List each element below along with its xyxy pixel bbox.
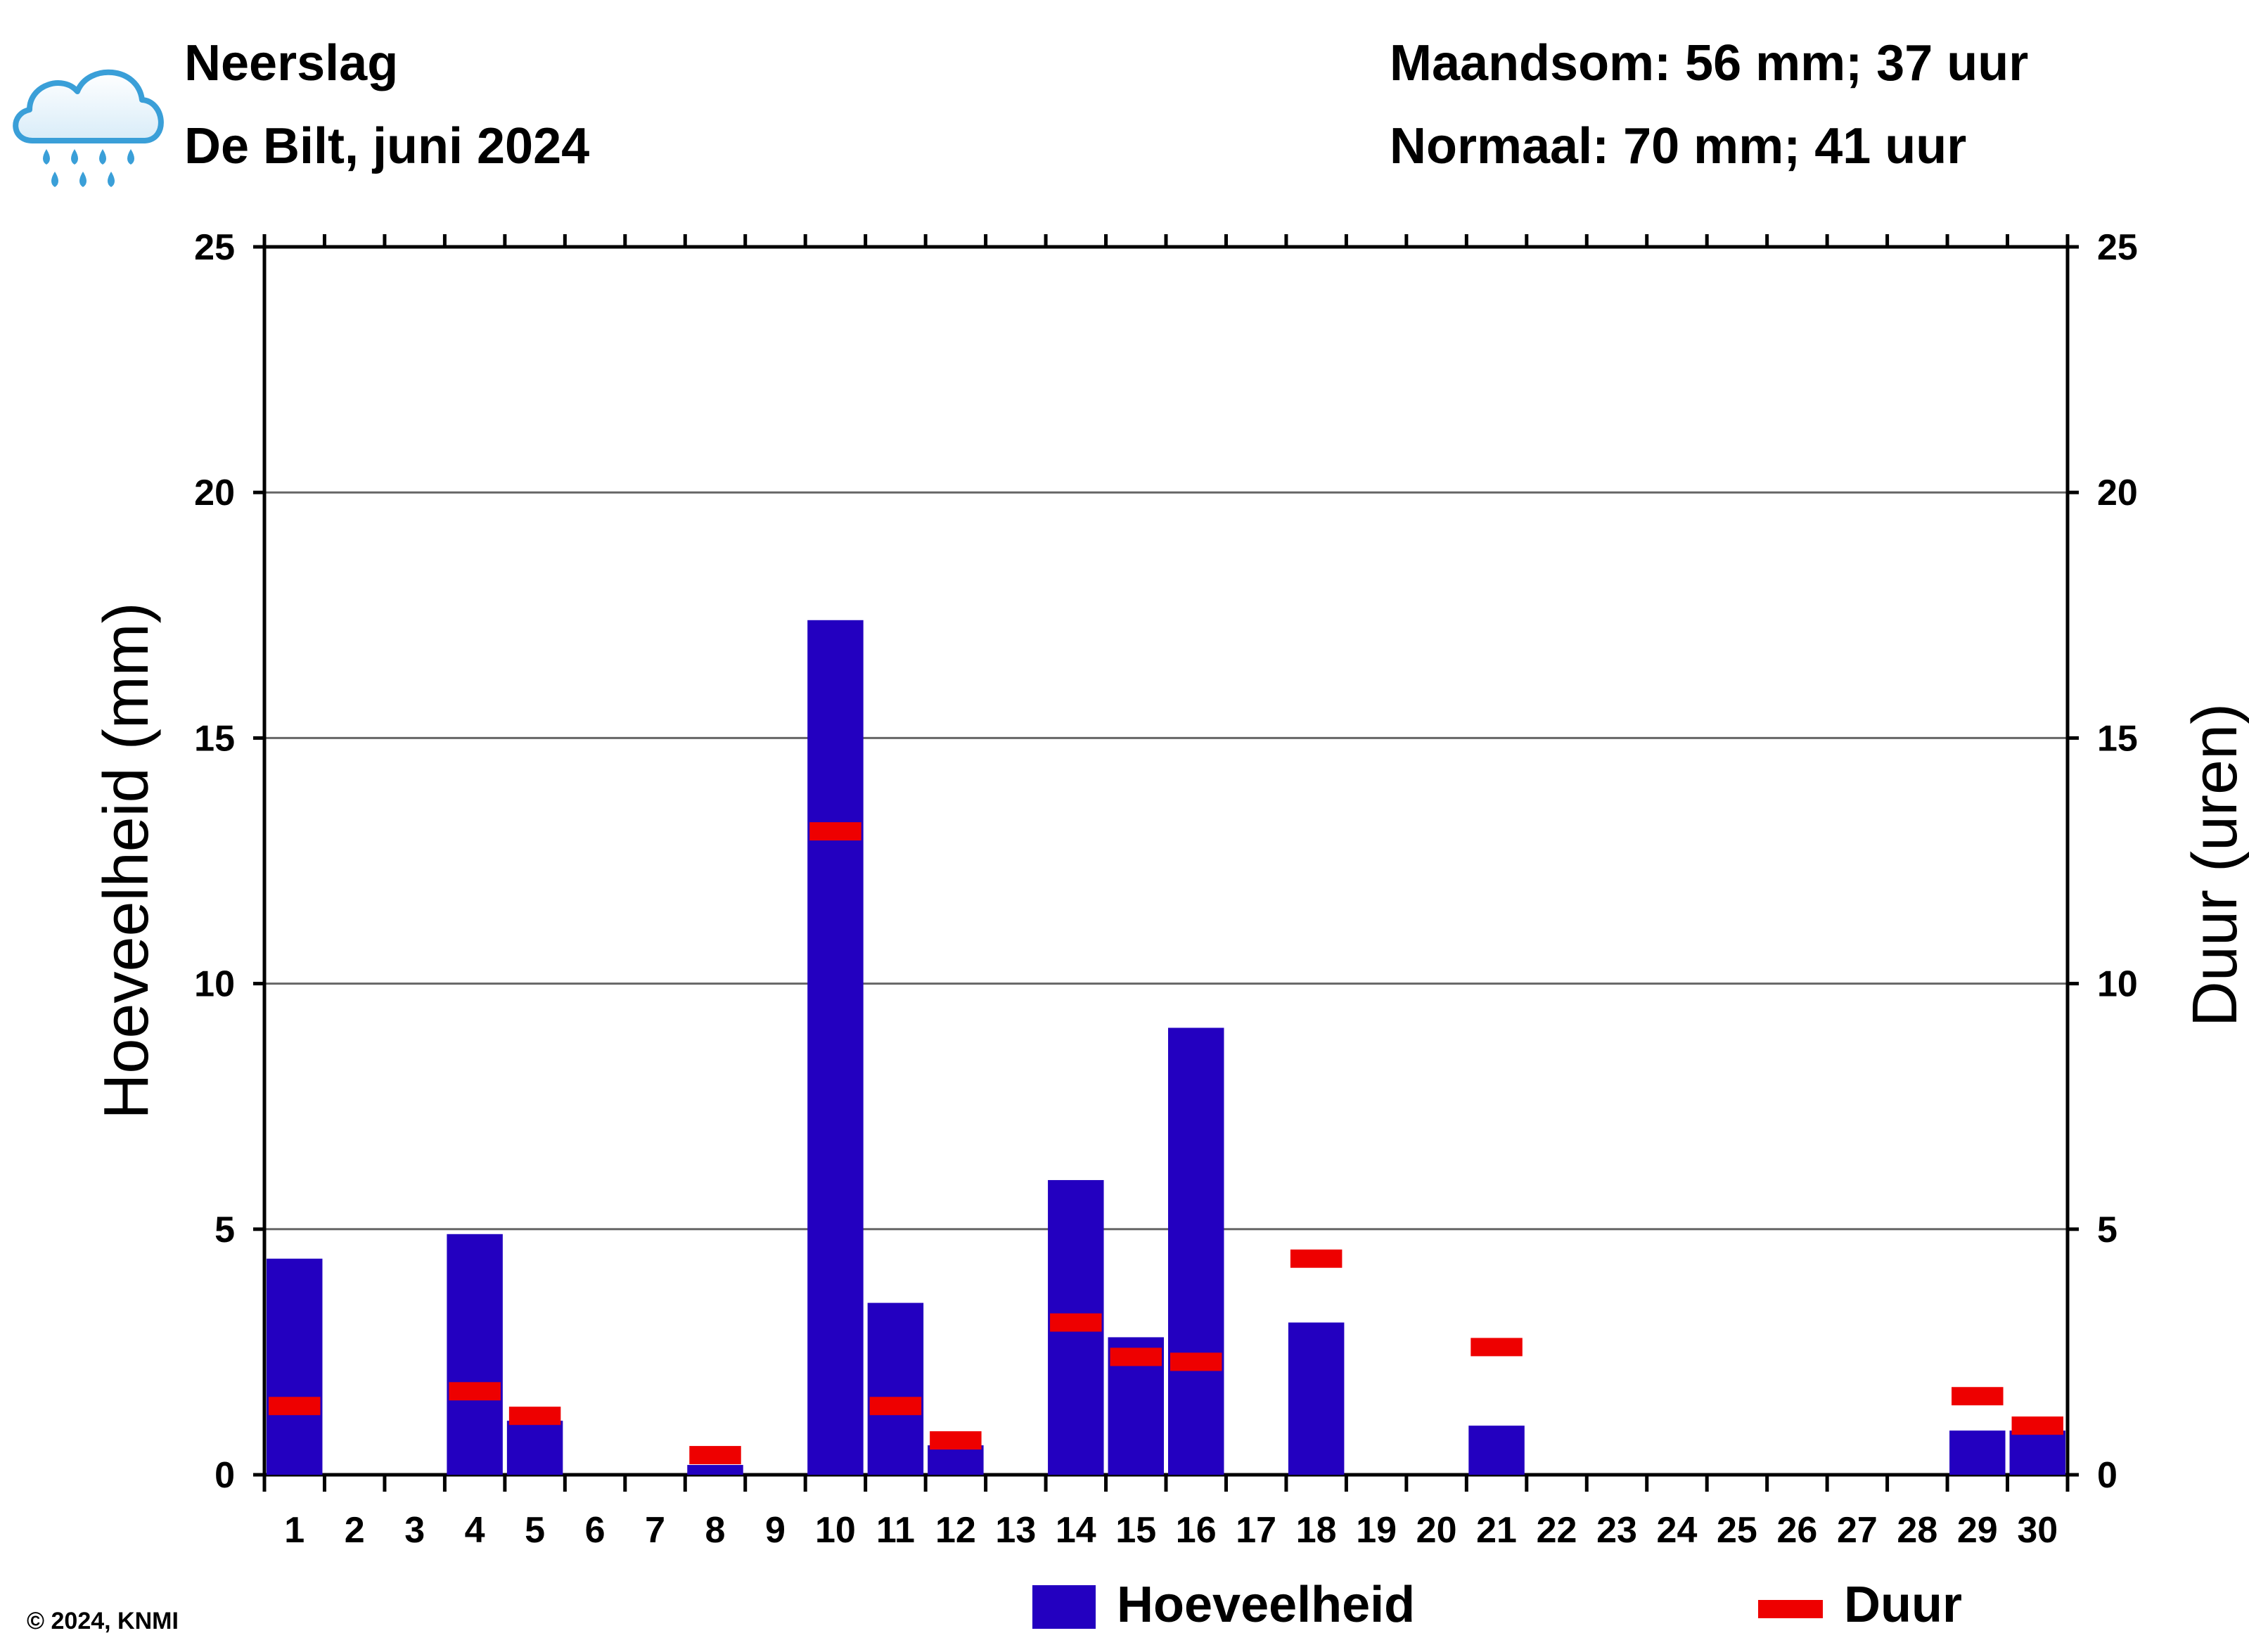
x-tick-label: 2: [345, 1510, 365, 1551]
x-tick-label: 24: [1657, 1510, 1698, 1551]
bar-hoeveelheid: [1468, 1426, 1525, 1475]
bar-hoeveelheid: [807, 620, 864, 1475]
marker-duur: [508, 1407, 561, 1426]
x-tick-label: 28: [1897, 1510, 1937, 1551]
x-tick-label: 25: [1717, 1510, 1757, 1551]
x-tick-label: 11: [876, 1510, 915, 1551]
x-tick-label: 4: [465, 1510, 485, 1551]
bar-hoeveelheid: [2009, 1430, 2065, 1475]
marker-duur: [449, 1382, 501, 1401]
x-tick-label: 5: [525, 1510, 545, 1551]
x-tick-label: 12: [935, 1510, 976, 1551]
legend-duration-label: Duur: [1844, 1577, 1962, 1633]
month-total: Maandsom: 56 mm; 37 uur: [1390, 35, 2029, 91]
marker-duur: [1952, 1387, 2004, 1406]
marker-duur: [1110, 1347, 1162, 1366]
bar-hoeveelheid: [687, 1465, 743, 1475]
y-tick-label: 5: [214, 1210, 235, 1250]
x-tick-label: 19: [1356, 1510, 1397, 1551]
y-tick-label: 0: [214, 1455, 235, 1496]
bar-hoeveelheid: [1949, 1430, 2006, 1475]
chart-subtitle: De Bilt, juni 2024: [184, 118, 590, 174]
x-tick-label: 9: [765, 1510, 786, 1551]
bar-hoeveelheid: [447, 1234, 503, 1475]
x-tick-label: 30: [2017, 1510, 2058, 1551]
y2-tick-label: 5: [2097, 1210, 2117, 1250]
marker-duur: [1470, 1338, 1523, 1357]
x-tick-label: 10: [815, 1510, 856, 1551]
x-tick-label: 29: [1957, 1510, 1998, 1551]
x-tick-label: 20: [1416, 1510, 1457, 1551]
x-tick-label: 15: [1115, 1510, 1156, 1551]
marker-duur: [2011, 1416, 2063, 1435]
y-tick-label: 25: [194, 227, 235, 268]
y2-tick-label: 15: [2097, 718, 2138, 759]
x-tick-label: 7: [645, 1510, 665, 1551]
bar-hoeveelheid: [928, 1445, 984, 1475]
legend-amount-swatch: [1032, 1585, 1096, 1629]
x-tick-label: 6: [585, 1510, 606, 1551]
normal-values: Normaal: 70 mm; 41 uur: [1390, 118, 1967, 174]
legend-duration-swatch: [1758, 1600, 1823, 1618]
bar-hoeveelheid: [1168, 1027, 1224, 1475]
x-tick-label: 8: [705, 1510, 726, 1551]
y2-axis-title: Duur (uren): [2180, 703, 2249, 1027]
y2-tick-label: 10: [2097, 964, 2138, 1005]
marker-duur: [269, 1397, 321, 1416]
y-tick-label: 10: [194, 964, 235, 1005]
rain-cloud-icon: [4, 56, 172, 197]
x-tick-label: 21: [1476, 1510, 1517, 1551]
x-tick-label: 1: [284, 1510, 305, 1551]
marker-duur: [869, 1397, 922, 1416]
bar-hoeveelheid: [1288, 1322, 1345, 1475]
copyright: © 2024, KNMI: [27, 1608, 179, 1634]
plot-area: [262, 245, 2070, 1477]
y2-tick-label: 20: [2097, 473, 2138, 513]
bar-hoeveelheid: [867, 1302, 924, 1475]
bar-hoeveelheid: [506, 1421, 563, 1475]
x-tick-label: 26: [1776, 1510, 1817, 1551]
x-tick-label: 17: [1236, 1510, 1276, 1551]
x-tick-label: 13: [995, 1510, 1036, 1551]
y2-tick-label: 25: [2097, 227, 2138, 268]
x-tick-label: 3: [404, 1510, 425, 1551]
marker-duur: [1050, 1313, 1102, 1332]
marker-duur: [1290, 1249, 1343, 1268]
y-axis-title: Hoeveelheid (mm): [91, 602, 162, 1119]
y-tick-label: 20: [194, 473, 235, 513]
chart-title: Neerslag: [184, 35, 399, 91]
y2-tick-label: 0: [2097, 1455, 2117, 1496]
x-tick-label: 27: [1837, 1510, 1878, 1551]
x-tick-label: 23: [1596, 1510, 1637, 1551]
x-tick-label: 18: [1296, 1510, 1337, 1551]
marker-duur: [689, 1446, 741, 1465]
bar-hoeveelheid: [267, 1258, 323, 1475]
x-tick-label: 22: [1537, 1510, 1577, 1551]
marker-duur: [809, 822, 861, 841]
marker-duur: [930, 1431, 982, 1450]
y-tick-label: 15: [194, 718, 235, 759]
marker-duur: [1170, 1352, 1222, 1371]
x-tick-label: 16: [1176, 1510, 1217, 1551]
x-tick-label: 14: [1056, 1510, 1096, 1551]
legend-amount-label: Hoeveelheid: [1117, 1577, 1416, 1633]
